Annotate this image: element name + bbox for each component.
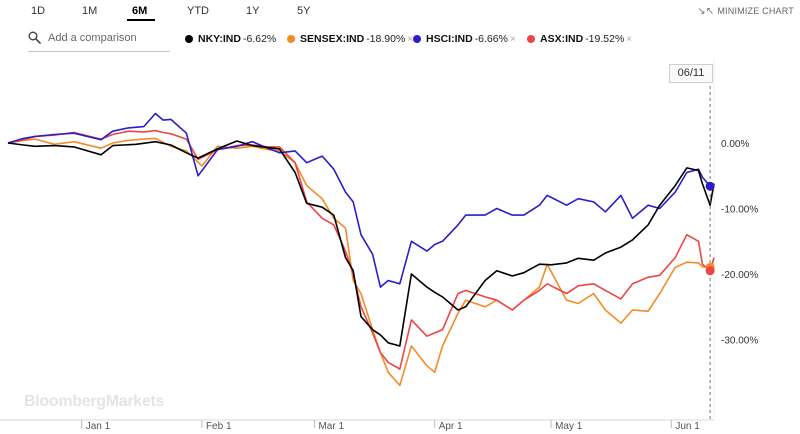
- range-tab-1d[interactable]: 1D: [31, 5, 46, 17]
- comparison-search: [28, 27, 170, 52]
- legend-change: -18.90%: [366, 33, 406, 45]
- range-tab-1y[interactable]: 1Y: [246, 5, 260, 17]
- series-line-asx: [7, 129, 715, 370]
- legend-change: -19.52%: [585, 33, 625, 45]
- x-tick-label: Apr 1: [439, 421, 463, 432]
- series-line-nky: [7, 140, 715, 347]
- crosshair-marker-hsci: [705, 181, 715, 191]
- legend-item-nky: NKY:IND -6.62%: [185, 33, 276, 45]
- legend-item-sensex: SENSEX:IND -18.90% ×: [287, 33, 413, 45]
- remove-asx-icon[interactable]: ×: [626, 33, 633, 45]
- legend-dot-sensex: [287, 35, 295, 43]
- y-tick-label: -30.00%: [721, 336, 758, 347]
- legend-symbol: NKY:IND: [198, 33, 241, 45]
- search-input[interactable]: [48, 28, 168, 48]
- minimize-chart-button[interactable]: ↘↖ MINIMIZE CHART: [697, 6, 794, 17]
- x-tick-label: Jun 1: [675, 421, 700, 432]
- range-tab-5y[interactable]: 5Y: [297, 5, 311, 17]
- x-tick-label: Mar 1: [318, 421, 344, 432]
- legend-change: -6.62%: [242, 33, 277, 45]
- x-tick-label: Feb 1: [206, 421, 232, 432]
- range-tab-6m[interactable]: 6M: [132, 5, 148, 17]
- legend-dot-hsci: [413, 35, 421, 43]
- legend-dot-asx: [527, 35, 535, 43]
- crosshair-date-badge: 06/11: [669, 64, 713, 83]
- remove-hsci-icon[interactable]: ×: [509, 33, 516, 45]
- legend-symbol: HSCI:IND: [426, 33, 473, 45]
- remove-sensex-icon[interactable]: ×: [407, 33, 414, 45]
- x-tick-label: Jan 1: [86, 421, 111, 432]
- legend-change: -6.66%: [474, 33, 508, 45]
- minimize-chart-label: MINIMIZE CHART: [717, 6, 794, 16]
- minimize-icon: ↘↖: [697, 6, 715, 17]
- bloomberg-markets-logo: BloombergMarkets: [24, 393, 165, 410]
- y-tick-label: -10.00%: [721, 205, 758, 216]
- range-tab-1m[interactable]: 1M: [82, 5, 98, 17]
- y-tick-label: -20.00%: [721, 270, 758, 281]
- legend-item-hsci: HSCI:IND -6.66% ×: [413, 33, 516, 45]
- search-icon: [28, 31, 41, 44]
- legend-dot-nky: [185, 35, 193, 43]
- comparison-bar: NKY:IND -6.62% SENSEX:IND -18.90% × HSCI…: [0, 27, 800, 53]
- legend-symbol: ASX:IND: [540, 33, 584, 45]
- legend-symbol: SENSEX:IND: [300, 33, 365, 45]
- active-range-underline: [127, 19, 155, 21]
- legend-item-asx: ASX:IND -19.52% ×: [527, 33, 632, 45]
- range-tab-ytd[interactable]: YTD: [187, 5, 209, 17]
- time-range-bar: 1D 1M 6M YTD 1Y 5Y ↘↖ MINIMIZE CHART: [0, 0, 800, 22]
- series-line-sensex: [7, 137, 714, 387]
- x-tick-label: May 1: [555, 421, 583, 432]
- y-tick-label: 0.00%: [721, 139, 749, 150]
- crosshair-marker-asx: [705, 266, 715, 276]
- series-line-hsci: [7, 112, 715, 288]
